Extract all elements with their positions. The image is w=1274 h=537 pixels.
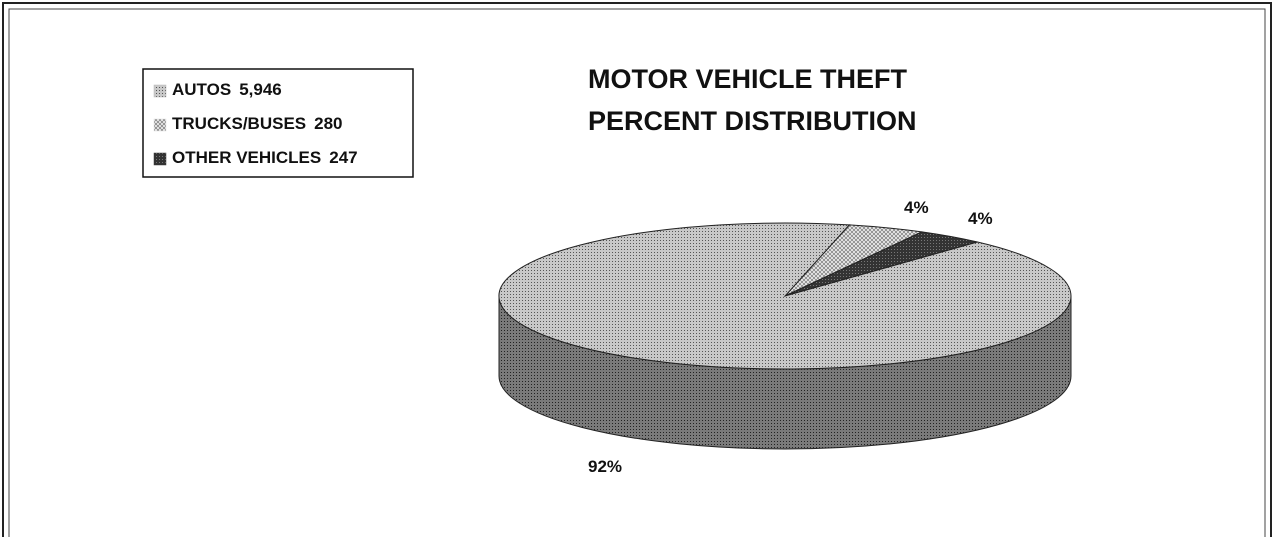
legend-label: AUTOS 5,946 xyxy=(172,80,282,99)
percent-label: 92% xyxy=(588,457,622,476)
percent-label: 4% xyxy=(904,198,929,217)
legend-box xyxy=(142,68,414,178)
legend-count: 5,946 xyxy=(239,80,282,99)
legend-swatch xyxy=(153,118,167,132)
legend-swatch xyxy=(153,84,167,98)
frame-inner xyxy=(8,8,1266,537)
percent-label: 4% xyxy=(968,209,993,228)
legend-count: 247 xyxy=(329,148,357,167)
legend-category: OTHER VEHICLES xyxy=(172,148,321,167)
legend-category: AUTOS xyxy=(172,80,231,99)
legend-count: 280 xyxy=(314,114,342,133)
legend-label: TRUCKS/BUSES 280 xyxy=(172,114,343,133)
pie xyxy=(498,222,1072,450)
chart-title: PERCENT DISTRIBUTION xyxy=(588,106,917,136)
legend-swatch xyxy=(153,152,167,166)
legend-label: OTHER VEHICLES 247 xyxy=(172,148,358,167)
legend-category: TRUCKS/BUSES xyxy=(172,114,306,133)
pie-slice xyxy=(498,222,1072,370)
chart-title: MOTOR VEHICLE THEFT xyxy=(588,64,908,94)
